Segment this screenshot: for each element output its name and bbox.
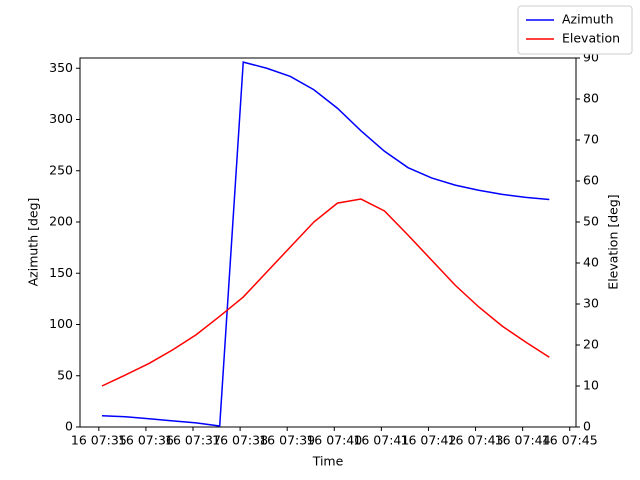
y-tick-label: 250 xyxy=(49,162,73,177)
y-tick-label: 200 xyxy=(49,214,73,229)
x-tick-label: 16 07:39 xyxy=(259,433,315,448)
series-line xyxy=(101,198,550,387)
y2-tick-label: 0 xyxy=(583,419,591,434)
y2-tick-label: 50 xyxy=(583,214,599,229)
y-tick-label: 50 xyxy=(57,367,73,382)
legend-box xyxy=(517,5,633,55)
x-tick-label: 16 07:42 xyxy=(401,433,457,448)
x-tick-label: 16 07:35 xyxy=(71,433,127,448)
x-tick-label: 16 07:45 xyxy=(542,433,598,448)
y-tick-label: 350 xyxy=(49,60,73,75)
y-tick-label: 150 xyxy=(49,265,73,280)
plot-frame xyxy=(79,57,577,428)
legend-label: Azimuth xyxy=(562,12,614,27)
x-tick-label: 16 07:36 xyxy=(118,433,174,448)
y2-tick-label: 70 xyxy=(583,132,599,147)
y-tick-label: 0 xyxy=(65,419,73,434)
y2-tick-label: 60 xyxy=(583,173,599,188)
y2-tick-label: 20 xyxy=(583,337,599,352)
x-tick-label: 16 07:40 xyxy=(306,433,362,448)
y2-tick-label: 10 xyxy=(583,378,599,393)
x-tick-label: 16 07:38 xyxy=(212,433,268,448)
y-tick-label: 300 xyxy=(49,111,73,126)
y2-tick-label: 40 xyxy=(583,255,599,270)
x-tick-label: 16 07:44 xyxy=(495,433,551,448)
y-tick-label: 100 xyxy=(49,316,73,331)
y2-tick-label: 80 xyxy=(583,91,599,106)
y-axis-label: Azimuth [deg] xyxy=(26,198,41,287)
series-line xyxy=(101,61,550,427)
legend-label: Elevation xyxy=(562,31,620,46)
x-tick-label: 16 07:41 xyxy=(353,433,409,448)
x-tick-label: 16 07:43 xyxy=(448,433,504,448)
y2-axis-label: Elevation [deg] xyxy=(606,194,621,289)
y2-tick-label: 30 xyxy=(583,296,599,311)
x-tick-label: 16 07:37 xyxy=(165,433,221,448)
x-axis-label: Time xyxy=(312,454,344,469)
